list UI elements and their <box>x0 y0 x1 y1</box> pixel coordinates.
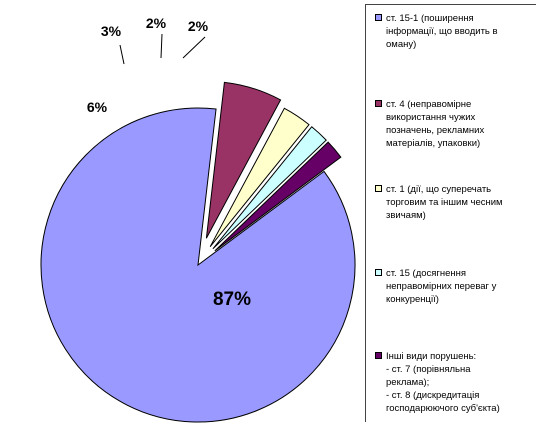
legend-swatch <box>375 185 382 192</box>
pie-chart: 87% 6% 3% 2% 2% <box>40 15 356 423</box>
legend-item: ст. 15-1 (поширення інформації, що вводи… <box>375 12 533 51</box>
data-label: 3% <box>101 23 122 39</box>
pie-slice <box>209 107 310 247</box>
pie-chart-svg: 87% 6% 3% 2% 2% <box>40 15 356 423</box>
legend-item: Інші види порушень: - ст. 7 (порівняльна… <box>375 350 533 415</box>
pie-slice <box>205 81 282 239</box>
data-label: 6% <box>87 99 108 115</box>
legend-label: Інші види порушень: - ст. 7 (порівняльна… <box>386 351 500 414</box>
legend-swatch <box>375 14 382 21</box>
legend-label: ст. 1 (дії, що суперечать торговим та ін… <box>386 184 503 221</box>
data-label: 2% <box>188 18 209 34</box>
leader-line <box>160 33 163 59</box>
legend-label: ст. 15-1 (поширення інформації, що вводи… <box>386 13 498 50</box>
legend-frame <box>365 4 536 422</box>
legend-item: ст. 4 (неправомірне використання чужих п… <box>375 98 533 150</box>
data-label: 2% <box>146 15 167 31</box>
legend-item: ст. 15 (досягнення неправомірних переваг… <box>375 267 533 306</box>
legend-swatch <box>375 352 382 359</box>
pie-slice <box>214 141 342 252</box>
legend-label: ст. 15 (досягнення неправомірних переваг… <box>386 268 497 305</box>
leader-line <box>182 36 206 59</box>
legend-swatch <box>375 269 382 276</box>
data-label: 87% <box>213 289 251 310</box>
pie-slice <box>212 126 327 250</box>
leader-line <box>119 44 125 65</box>
legend-label: ст. 4 (неправомірне використання чужих п… <box>386 99 485 149</box>
legend-item: ст. 1 (дії, що суперечать торговим та ін… <box>375 183 533 222</box>
legend-swatch <box>375 100 382 107</box>
pie-slice <box>40 107 356 423</box>
